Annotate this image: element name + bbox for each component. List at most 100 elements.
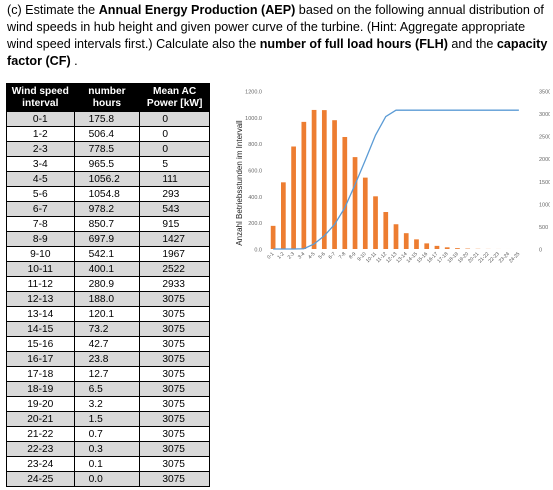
cell-number-hours: 697.9 [73,231,141,247]
bar [424,243,430,249]
cell-mean-power: 1967 [139,246,210,262]
table-row: 20-21 1.5 3075 [6,411,210,427]
cell-wind-interval: 24-25 [6,471,75,487]
y-tick-label: 0.0 [254,248,262,254]
table-row: 13-14 120.1 3075 [6,306,210,322]
bar [383,212,389,249]
cell-wind-interval: 21-22 [6,426,75,442]
bar [393,224,399,249]
table-row: 8-9 697.9 1427 [6,231,210,247]
cell-number-hours: 12.7 [73,366,141,382]
cell-mean-power: 0 [139,126,210,142]
cell-number-hours: 0.7 [73,426,141,442]
y-tick-label: 400.0 [248,195,262,201]
cell-wind-interval: 6-7 [6,201,75,217]
cell-mean-power: 3075 [139,351,210,367]
table-row: 12-13 188.0 3075 [6,291,210,307]
x-tick-label: 9-10 [356,251,367,262]
cell-number-hours: 965.5 [73,156,141,172]
question-mid-1: based on the following annual distributi… [7,3,544,51]
y2-tick-label: 1000 [539,202,550,208]
cell-wind-interval: 5-6 [6,186,75,202]
wind-data-table: Wind speed interval number hours Mean AC… [6,83,210,487]
power-curve-line [273,109,519,250]
cell-wind-interval: 19-20 [6,396,75,412]
cell-number-hours: 0.0 [73,471,141,487]
cell-mean-power: 3075 [139,471,210,487]
x-tick-label: 6-7 [328,251,338,261]
table-row: 9-10 542.1 1967 [6,246,210,262]
header-wind-speed-interval: Wind speed interval [6,83,75,112]
x-tick-label: 0-1 [266,251,276,261]
bar [455,248,460,249]
y2-tick-label: 3000 [539,112,550,118]
cell-wind-interval: 2-3 [6,141,75,157]
cell-mean-power: 3075 [139,321,210,337]
y2-tick-label: 2500 [539,135,550,141]
table-row: 14-15 73.2 3075 [6,321,210,337]
cell-wind-interval: 0-1 [6,111,75,127]
header-mean-ac-power: Mean AC Power [kW] [139,83,210,112]
cell-number-hours: 120.1 [73,306,141,322]
cell-mean-power: 0 [139,141,210,157]
y2-axis-ticks: 0 500 1000 1500 2000 2500 3000 3500 [539,90,550,254]
wind-distribution-chart: 0.0 200.0 400.0 600.0 800.0 1000.0 1200.0 0 500… [235,90,550,265]
table-row: 10-11 400.1 2522 [6,261,210,277]
cell-wind-interval: 13-14 [6,306,75,322]
y2-tick-label: 0 [539,248,542,254]
table-row: 2-3 778.5 0 [6,141,210,157]
cell-number-hours: 400.1 [73,261,141,277]
table-row: 21-22 0.7 3075 [6,426,210,442]
cell-mean-power: 3075 [139,306,210,322]
cell-mean-power: 3075 [139,456,210,472]
cell-mean-power: 3075 [139,426,210,442]
table-row: 22-23 0.3 3075 [6,441,210,457]
cell-mean-power: 3075 [139,396,210,412]
cell-number-hours: 1056.2 [73,171,141,187]
y-tick-label: 1200.0 [245,90,262,96]
x-tick-label: 24-25 [508,251,521,264]
table-row: 7-8 850.7 915 [6,216,210,232]
bar [414,239,419,249]
table-header-row: Wind speed interval number hours Mean AC… [6,83,210,112]
y2-tick-label: 1500 [539,180,550,186]
cell-wind-interval: 1-2 [6,126,75,142]
y2-tick-label: 500 [539,225,548,231]
bar [444,247,450,249]
y2-tick-label: 2000 [539,157,550,163]
table-body: 0-1 175.8 0 1-2 506.4 0 2-3 778.5 0 3-4 965.5 5 4-5 1… [6,111,210,487]
table-row: 4-5 1056.2 111 [6,171,210,187]
bar [291,146,296,249]
cell-number-hours: 778.5 [73,141,141,157]
bar [352,157,358,249]
table-row: 18-19 6.5 3075 [6,381,210,397]
x-tick-label: 8-9 [348,251,358,261]
cell-wind-interval: 3-4 [6,156,75,172]
bar [321,110,327,249]
cell-mean-power: 2522 [139,261,210,277]
cell-number-hours: 0.3 [73,441,141,457]
table-row: 16-17 23.8 3075 [6,351,210,367]
table-row: 24-25 0.0 3075 [6,471,210,487]
cell-mean-power: 0 [139,111,210,127]
cell-wind-interval: 18-19 [6,381,75,397]
cell-mean-power: 3075 [139,366,210,382]
cf-term: capacity factor (CF) [7,37,548,68]
cell-number-hours: 6.5 [73,381,141,397]
cell-number-hours: 506.4 [73,126,141,142]
x-axis-ticks: 0-1 1-2 2-3 3-4 4-5 5-6 6-7 7-8 8-99-1010-1111-1… [266,251,521,264]
cell-wind-interval: 12-13 [6,291,75,307]
cell-wind-interval: 10-11 [6,261,75,277]
table-row: 15-16 42.7 3075 [6,336,210,352]
bar [342,136,348,249]
cell-mean-power: 293 [139,186,210,202]
cell-mean-power: 3075 [139,441,210,457]
bar [301,121,307,249]
cell-wind-interval: 4-5 [6,171,75,187]
table-row: 5-6 1054.8 293 [6,186,210,202]
cell-number-hours: 1.5 [73,411,141,427]
cell-number-hours: 42.7 [73,336,141,352]
cell-wind-interval: 22-23 [6,441,75,457]
cell-number-hours: 542.1 [73,246,141,262]
y-tick-label: 800.0 [248,142,262,148]
